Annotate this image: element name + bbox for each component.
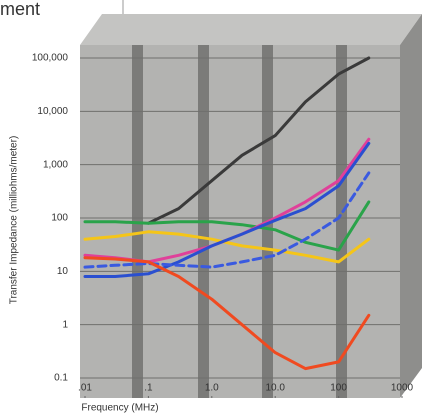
x-tick-label: 10.0 [265, 383, 285, 394]
y-tick-label: 1 [62, 319, 68, 330]
y-tick-label: 10 [57, 266, 69, 277]
y-tick-label: 10,000 [37, 106, 68, 117]
x-tick-label: 100 [330, 383, 347, 394]
box-side [400, 14, 422, 398]
y-tick-label: 100 [51, 213, 68, 224]
series-line [83, 171, 371, 269]
x-tick-label: .1 [144, 383, 153, 394]
chart-title: ment [0, 0, 40, 19]
y-tick-label: 0.1 [54, 373, 68, 384]
y-tick-label: 1,000 [43, 159, 68, 170]
y-tick-label: 100,000 [32, 53, 69, 64]
series-line [83, 256, 371, 371]
x-tick-label: 1.0 [205, 383, 219, 394]
series-line [146, 56, 371, 225]
pillar [336, 45, 347, 398]
y-axis-label: Transfer Impedance (milliohms/meter) [9, 136, 20, 305]
x-axis-label: Frequency (MHz) [81, 403, 158, 414]
series-line [83, 230, 371, 264]
box-top [80, 14, 422, 45]
x-tick-label: .01 [78, 383, 92, 394]
series-line [83, 200, 371, 252]
x-tick-label: 1000 [391, 383, 414, 394]
series-line [83, 141, 371, 278]
